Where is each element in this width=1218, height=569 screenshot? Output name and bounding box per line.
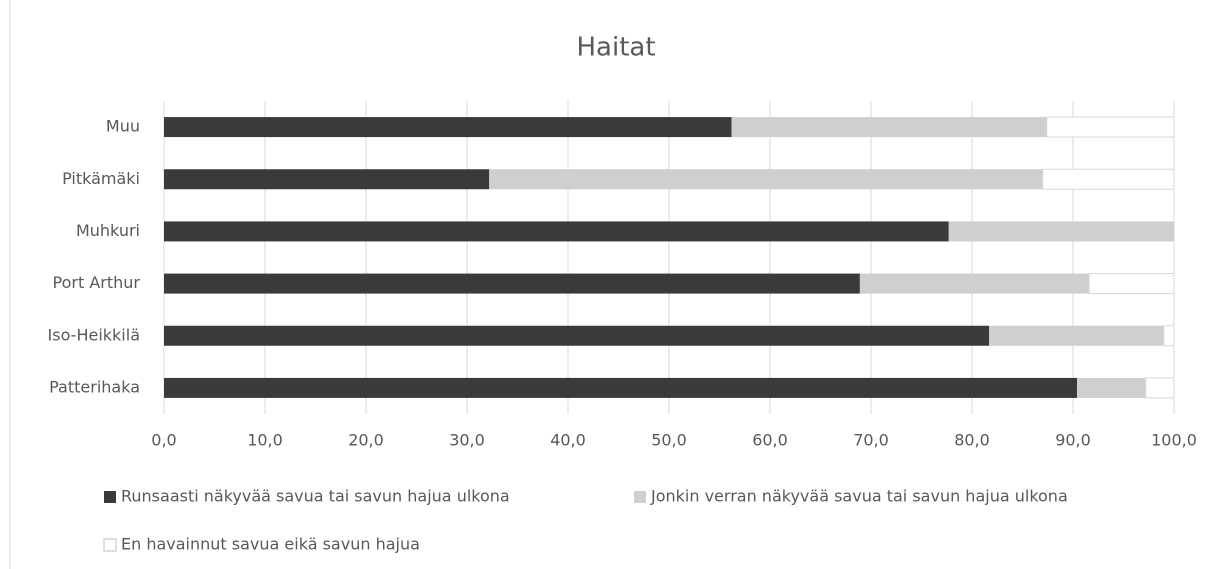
bar-segment [164,117,732,138]
legend-swatch [104,491,116,503]
x-tick-label: 20,0 [348,431,384,450]
y-tick-label: Pitkämäki [62,169,140,188]
bar-segment [1077,377,1146,398]
legend-label: Runsaasti näkyvää savua tai savun hajua … [121,487,510,506]
x-tick-label: 40,0 [550,431,586,450]
bar-segment [164,325,990,346]
bar-segment [731,117,1047,138]
x-tick-label: 0,0 [151,431,176,450]
y-tick-label: Patterihaka [49,377,140,396]
y-tick-label: Muhkuri [76,221,140,240]
legend-label: Jonkin verran näkyvää savua tai savun ha… [650,487,1068,506]
x-tick-label: 90,0 [1055,431,1091,450]
bar-segment [1088,273,1175,295]
bar-segment [1145,377,1175,399]
bar-segment [164,169,490,190]
bar-segment [1163,325,1175,347]
y-tick-label: Port Arthur [53,273,141,292]
bar-segment [164,221,949,242]
x-tick-label: 100,0 [1151,431,1197,450]
bar-segment [859,273,1090,294]
x-tick-label: 60,0 [752,431,788,450]
y-tick-label: Iso-Heikkilä [48,325,140,344]
legend-label: En havainnut savua eikä savun hajua [121,535,420,554]
legend-swatch [103,538,117,552]
x-tick-label: 80,0 [954,431,990,450]
bar-segment [948,221,1174,242]
legend-swatch [634,491,646,503]
bar-segment [1042,168,1175,190]
bar-segment [489,169,1043,190]
bar-segment [164,377,1078,398]
x-tick-label: 10,0 [247,431,283,450]
chart-title: Haitat [576,33,655,63]
x-tick-label: 50,0 [651,431,687,450]
bar-segment [1046,116,1175,138]
y-tick-label: Muu [106,117,140,136]
bar-segment [989,325,1164,346]
bar-segment [164,273,860,294]
x-tick-label: 70,0 [853,431,889,450]
x-tick-label: 30,0 [449,431,485,450]
